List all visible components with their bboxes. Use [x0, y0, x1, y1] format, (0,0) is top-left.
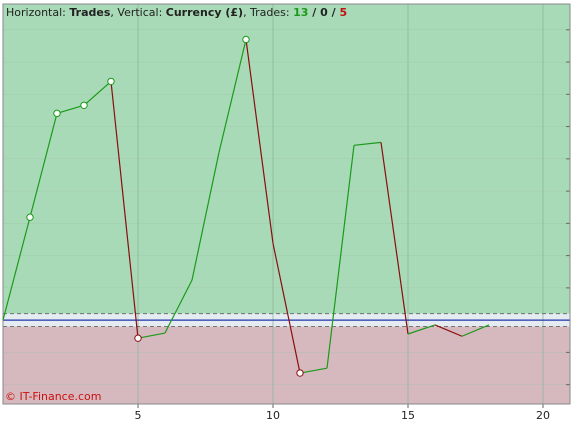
x-tick-label: 20 [536, 409, 550, 422]
trade-marker [296, 369, 304, 377]
equity-segment [56, 104, 85, 114]
header-value: Trades [69, 6, 110, 19]
loss-region [3, 326, 570, 404]
equity-segment [272, 243, 301, 374]
trades-won: 13 [293, 6, 308, 19]
separator: / [328, 6, 340, 19]
equity-segment [353, 141, 382, 146]
x-tick-label: 10 [266, 409, 280, 422]
plot-frame [2, 3, 571, 405]
equity-segment [2, 217, 31, 321]
header-label: , Trades: [243, 6, 293, 19]
equity-segment [218, 39, 247, 153]
header: Horizontal: Trades, Vertical: Currency (… [6, 6, 347, 19]
equity-segment [326, 145, 355, 369]
equity-segment [137, 332, 166, 339]
equity-segment [407, 324, 436, 335]
equity-segment [110, 81, 139, 339]
trade-marker [242, 35, 250, 44]
watermark: © IT-Finance.com [5, 390, 102, 403]
trade-marker [53, 109, 61, 118]
trade-marker [134, 334, 142, 342]
header-value: Currency (£) [166, 6, 243, 19]
equity-segment [434, 324, 463, 337]
equity-segment [164, 279, 193, 334]
header-label: , Vertical: [110, 6, 165, 19]
equity-segment [245, 39, 274, 244]
equity-segment [83, 80, 112, 106]
trades-lost: 5 [339, 6, 347, 19]
trade-marker [26, 213, 34, 221]
equity-segment [29, 113, 58, 218]
equity-segment [380, 142, 409, 335]
x-tick-label: 15 [401, 409, 415, 422]
trades-even: 0 [320, 6, 328, 19]
equity-segment [299, 367, 328, 374]
trade-marker [107, 77, 115, 86]
header-label: Horizontal: [6, 6, 69, 19]
equity-segment [191, 152, 220, 281]
equity-segment [461, 324, 490, 337]
trade-marker [80, 101, 88, 109]
x-tick-label: 5 [135, 409, 142, 422]
separator: / [308, 6, 320, 19]
